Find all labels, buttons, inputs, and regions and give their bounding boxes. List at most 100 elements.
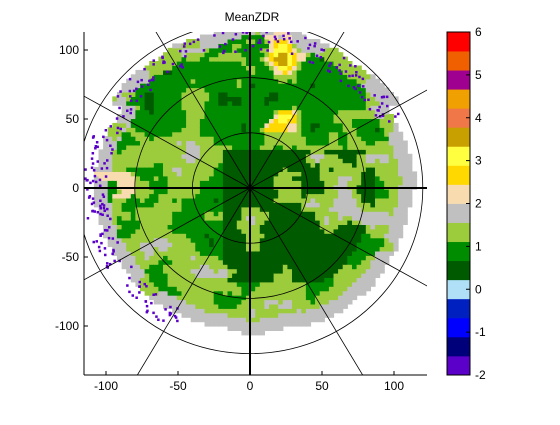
field-cell [204, 295, 210, 301]
field-cell [310, 233, 316, 239]
field-cell [319, 78, 325, 84]
field-cell [246, 114, 252, 119]
field-cell [232, 34, 238, 40]
field-cell [241, 144, 247, 150]
field-cell [319, 114, 325, 119]
field-cell [227, 246, 233, 252]
field-cell [236, 220, 242, 225]
field-cell [236, 69, 242, 75]
field-cell [273, 69, 279, 75]
field-cell [296, 299, 302, 305]
speckle [138, 280, 141, 284]
field-cell [393, 100, 399, 106]
field-cell [264, 65, 270, 71]
field-cell [273, 96, 279, 102]
field-cell [186, 312, 192, 318]
field-cell [222, 118, 229, 124]
speckle [105, 265, 109, 268]
field-cell [342, 162, 348, 168]
field-cell [328, 114, 335, 119]
field-cell [375, 171, 381, 177]
field-cell [310, 264, 316, 270]
field-cell [292, 162, 298, 168]
field-cell [352, 175, 358, 181]
field-cell [158, 144, 164, 150]
field-cell [361, 189, 367, 195]
field-cell [126, 92, 132, 97]
field-cell [213, 264, 219, 270]
field-cell [352, 233, 358, 239]
field-cell [209, 281, 215, 287]
field-cell [204, 246, 210, 252]
field-cell [338, 122, 344, 128]
field-cell [167, 61, 173, 66]
field-cell [130, 144, 136, 150]
field-cell [338, 259, 344, 265]
field-cell [144, 118, 150, 124]
field-cell [181, 92, 187, 97]
field-cell [121, 162, 127, 168]
field-cell [310, 237, 316, 243]
field-cell [116, 171, 123, 177]
colorbar-swatch [447, 108, 470, 128]
field-cell [342, 87, 348, 93]
field-cell [199, 127, 206, 133]
field-cell [181, 96, 187, 102]
field-cell [315, 290, 321, 296]
field-cell [140, 167, 146, 172]
field-cell [135, 193, 141, 199]
field-cell [328, 224, 335, 230]
field-cell [287, 149, 293, 155]
field-cell [195, 127, 201, 133]
field-cell [305, 224, 312, 230]
field-cell [379, 167, 385, 172]
field-cell [310, 273, 316, 278]
field-cell [172, 158, 178, 164]
field-cell [375, 237, 381, 243]
field-cell [181, 65, 187, 71]
field-cell [287, 105, 293, 111]
field-cell [241, 69, 247, 75]
field-cell [370, 193, 376, 199]
field-cell [379, 228, 385, 234]
field-cell [199, 193, 206, 199]
field-cell [282, 246, 288, 252]
speckle [99, 233, 102, 236]
field-cell [227, 158, 233, 164]
field-cell [324, 246, 330, 252]
field-cell [126, 171, 132, 177]
speckle [95, 240, 98, 243]
field-cell [130, 96, 136, 102]
field-cell [278, 74, 284, 80]
field-cell [241, 224, 247, 230]
field-cell [135, 189, 141, 195]
field-cell [282, 47, 288, 53]
field-cell [305, 242, 312, 248]
field-cell [338, 114, 344, 119]
speckle [119, 127, 122, 131]
field-cell [278, 326, 284, 331]
field-cell [255, 74, 261, 80]
field-cell [370, 228, 376, 234]
field-cell [328, 56, 335, 62]
field-cell [236, 299, 242, 305]
field-cell [181, 127, 187, 133]
field-cell [282, 140, 288, 146]
field-cell [199, 197, 206, 203]
field-cell [144, 189, 150, 195]
field-cell [250, 96, 256, 102]
field-cell [199, 273, 206, 278]
speckle [101, 232, 104, 236]
field-cell [204, 78, 210, 84]
field-cell [342, 224, 348, 230]
field-cell [375, 224, 381, 230]
field-cell [140, 180, 146, 186]
field-cell [218, 158, 224, 164]
field-cell [163, 237, 169, 243]
field-cell [135, 136, 141, 142]
field-cell [310, 189, 316, 195]
field-cell [158, 290, 164, 296]
field-cell [352, 136, 358, 142]
field-cell [259, 136, 265, 142]
field-cell [246, 149, 252, 155]
